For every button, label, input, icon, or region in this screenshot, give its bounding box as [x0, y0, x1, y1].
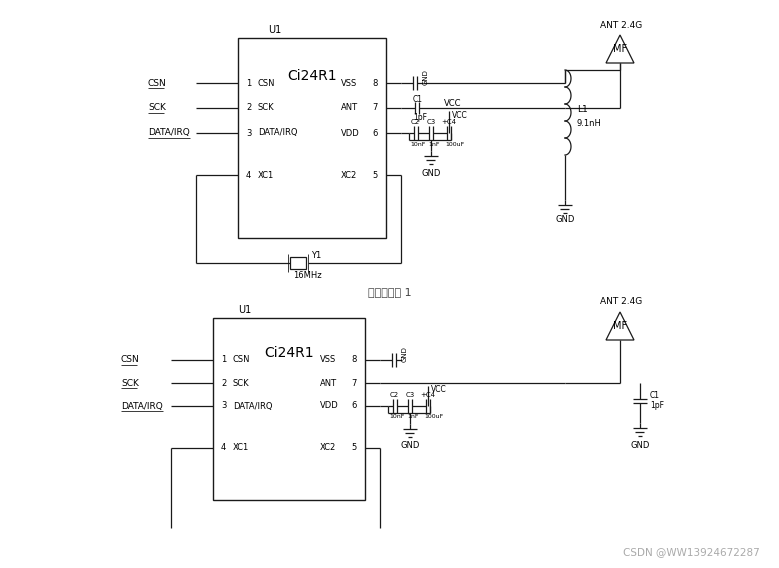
- Text: GND: GND: [555, 215, 575, 224]
- Text: 10nF: 10nF: [389, 415, 404, 420]
- Text: VDD: VDD: [341, 128, 360, 137]
- Text: SCK: SCK: [121, 378, 139, 387]
- Text: 16MHz: 16MHz: [294, 272, 323, 281]
- Text: GND: GND: [400, 441, 420, 450]
- Text: 8: 8: [372, 78, 378, 87]
- Text: Ci24R1: Ci24R1: [287, 69, 337, 83]
- Text: ANT 2.4G: ANT 2.4G: [600, 298, 642, 307]
- Text: 8: 8: [351, 356, 357, 365]
- Text: U1: U1: [238, 305, 252, 315]
- Text: GND: GND: [402, 346, 408, 362]
- Text: 5: 5: [372, 170, 378, 179]
- Text: 1nF: 1nF: [407, 415, 418, 420]
- Text: CSN: CSN: [233, 356, 251, 365]
- Text: SCK: SCK: [258, 103, 275, 112]
- Text: +C4: +C4: [441, 119, 456, 125]
- Text: ANT: ANT: [320, 378, 337, 387]
- Text: +C4: +C4: [420, 392, 435, 398]
- Text: XC1: XC1: [233, 444, 249, 453]
- Text: SCK: SCK: [148, 103, 166, 112]
- Text: 1nF: 1nF: [428, 141, 439, 147]
- Text: 3: 3: [221, 402, 227, 411]
- Text: 1: 1: [221, 356, 226, 365]
- Text: 6: 6: [351, 402, 357, 411]
- Text: MF: MF: [613, 44, 627, 54]
- Text: 5: 5: [352, 444, 357, 453]
- Text: VCC: VCC: [431, 386, 446, 395]
- Text: VCC: VCC: [452, 111, 467, 119]
- Bar: [291, 257, 306, 269]
- Text: C1: C1: [413, 94, 423, 103]
- Text: Y1: Y1: [312, 250, 322, 260]
- Text: VDD: VDD: [320, 402, 339, 411]
- Text: L1: L1: [577, 106, 587, 115]
- Text: DATA/IRQ: DATA/IRQ: [258, 128, 298, 137]
- Text: MF: MF: [613, 321, 627, 331]
- Text: ANT 2.4G: ANT 2.4G: [600, 20, 642, 30]
- Text: 6: 6: [372, 128, 378, 137]
- Text: 9.1nH: 9.1nH: [577, 119, 602, 128]
- Text: CSN: CSN: [258, 78, 276, 87]
- Text: XC2: XC2: [320, 444, 337, 453]
- Text: C2: C2: [411, 119, 420, 125]
- Text: ANT: ANT: [341, 103, 358, 112]
- Text: C3: C3: [406, 392, 415, 398]
- Text: SCK: SCK: [233, 378, 249, 387]
- Text: 1pF: 1pF: [650, 400, 664, 410]
- Text: Ci24R1: Ci24R1: [264, 346, 314, 360]
- Text: U1: U1: [268, 25, 281, 35]
- Text: XC1: XC1: [258, 170, 274, 179]
- Text: DATA/IRQ: DATA/IRQ: [148, 128, 190, 137]
- Text: 3: 3: [246, 128, 252, 137]
- Text: 4: 4: [246, 170, 252, 179]
- Text: 4: 4: [221, 444, 226, 453]
- Text: GND: GND: [421, 169, 441, 177]
- Bar: [238, 38, 386, 238]
- Text: 100uF: 100uF: [445, 141, 464, 147]
- Text: DATA/IRQ: DATA/IRQ: [121, 402, 163, 411]
- Text: C3: C3: [427, 119, 436, 125]
- Text: 100uF: 100uF: [424, 415, 443, 420]
- Text: 2: 2: [246, 103, 252, 112]
- Text: CSDN @WW13924672287: CSDN @WW13924672287: [623, 547, 760, 557]
- Text: CSN: CSN: [148, 78, 167, 87]
- Text: 2: 2: [221, 378, 226, 387]
- Text: DATA/IRQ: DATA/IRQ: [233, 402, 273, 411]
- Text: 应用原理图 1: 应用原理图 1: [368, 287, 412, 297]
- Text: VCC: VCC: [444, 99, 462, 108]
- Text: 1pF: 1pF: [413, 112, 427, 122]
- Text: VSS: VSS: [320, 356, 337, 365]
- Text: VSS: VSS: [341, 78, 358, 87]
- Text: 7: 7: [351, 378, 357, 387]
- Text: 7: 7: [372, 103, 378, 112]
- Text: C2: C2: [390, 392, 399, 398]
- Text: GND: GND: [423, 69, 429, 85]
- Text: CSN: CSN: [121, 356, 139, 365]
- Bar: [213, 318, 365, 500]
- Text: 10nF: 10nF: [410, 141, 425, 147]
- Text: 1: 1: [246, 78, 252, 87]
- Text: C1: C1: [650, 391, 660, 399]
- Text: GND: GND: [630, 441, 650, 449]
- Text: XC2: XC2: [341, 170, 358, 179]
